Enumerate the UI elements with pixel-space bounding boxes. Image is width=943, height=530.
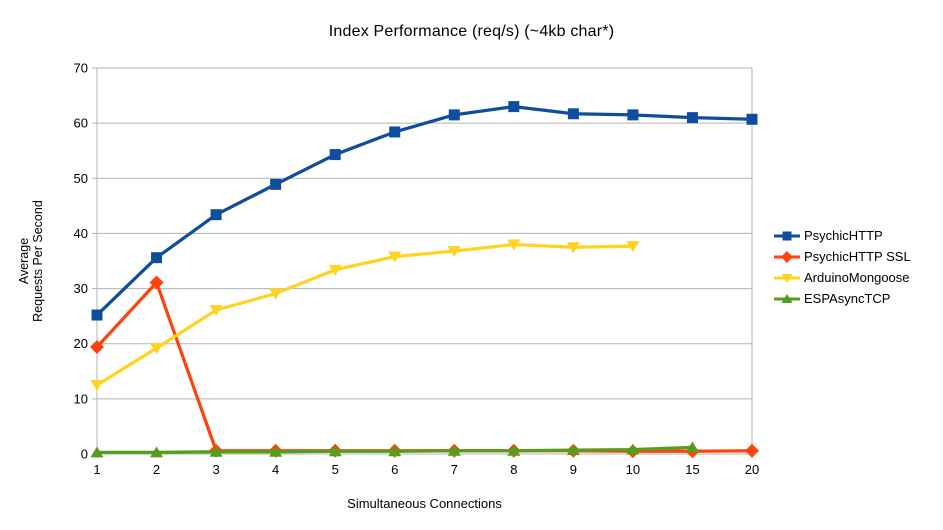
data-point-marker [210,209,222,221]
legend-item-arduinomongoose: ArduinoMongoose [774,270,911,285]
y-tick-label: 30 [74,281,88,296]
data-point-marker [328,445,342,457]
legend: PsychicHTTP PsychicHTTP SSL ArduinoMongoos… [774,228,911,312]
data-point-marker [447,444,461,456]
data-point-marker [328,264,342,276]
legend-marker-icon [774,273,800,283]
legend-marker-icon [774,231,800,240]
x-tick-label: 10 [626,462,640,477]
x-tick-label: 7 [451,462,458,477]
data-point-marker [150,343,164,355]
series-psychichttp-ssl [90,275,759,459]
y-axis-title-line1: Average [17,237,31,285]
series-line [95,242,635,387]
legend-label: PsychicHTTP [804,228,883,243]
data-point-marker [90,446,104,458]
legend-item-espasynctcp: ESPAsyncTCP [774,291,911,306]
y-tick-label: 60 [74,116,88,131]
data-point-marker [270,178,282,190]
data-point-marker [686,112,698,124]
x-tick-label: 8 [510,462,517,477]
data-point-marker [567,108,579,120]
data-point-marker [447,246,461,258]
series-arduinomongoose [90,239,640,392]
data-point-marker [626,241,640,253]
data-point-marker [209,445,223,457]
x-tick-label: 1 [93,462,100,477]
data-point-marker [150,446,164,458]
data-point-marker [685,441,699,453]
data-point-marker [90,340,104,355]
data-point-marker [149,275,164,290]
y-axis-title-line2: Requests Per Second [31,200,45,322]
x-tick-label: 5 [332,462,339,477]
y-tick-label: 70 [74,61,88,76]
x-tick-label: 20 [745,462,759,477]
legend-item-psychichttp: PsychicHTTP [774,228,911,243]
x-tick-label: 15 [685,462,699,477]
data-point-marker [151,252,163,264]
legend-marker-icon [774,293,800,303]
data-point-marker [507,444,521,456]
y-tick-label: 10 [74,391,88,406]
legend-label: ESPAsyncTCP [804,291,891,306]
y-tick-label: 50 [74,171,88,186]
data-point-marker [389,126,401,138]
data-point-marker [90,380,104,392]
data-point-marker [448,109,460,121]
data-point-marker [329,149,341,161]
y-tick-label: 0 [81,447,88,462]
data-point-marker [269,288,283,300]
legend-label: PsychicHTTP SSL [804,249,911,264]
data-point-marker [269,445,283,457]
data-point-marker [566,242,580,254]
data-point-marker [508,101,520,113]
data-point-marker [566,444,580,456]
y-tick-label: 20 [74,336,88,351]
data-point-marker [745,443,759,458]
x-tick-label: 3 [212,462,219,477]
data-point-marker [626,443,640,455]
data-point-marker [627,109,639,121]
data-point-marker [746,113,758,125]
data-point-marker [209,305,223,317]
series-line [95,280,754,453]
data-point-marker [507,239,521,251]
x-tick-label: 6 [391,462,398,477]
data-point-marker [388,251,402,263]
chart-title: Index Performance (req/s) (~4kb char*) [328,23,615,40]
x-axis-title: Simultaneous Connections [347,496,502,511]
series-psychichttp [91,101,758,321]
legend-label: ArduinoMongoose [804,270,910,285]
data-point-marker [91,309,103,321]
legend-marker-icon [774,250,800,263]
y-tick-label: 40 [74,226,88,241]
series-espasynctcp [90,441,699,458]
data-point-marker [388,445,402,457]
legend-item-psychichttp-ssl: PsychicHTTP SSL [774,249,911,264]
series-line [95,104,754,317]
x-tick-label: 4 [272,462,279,477]
y-axis-title: Average Requests Per Second [17,190,47,332]
x-tick-label: 2 [153,462,160,477]
x-tick-label: 9 [570,462,577,477]
